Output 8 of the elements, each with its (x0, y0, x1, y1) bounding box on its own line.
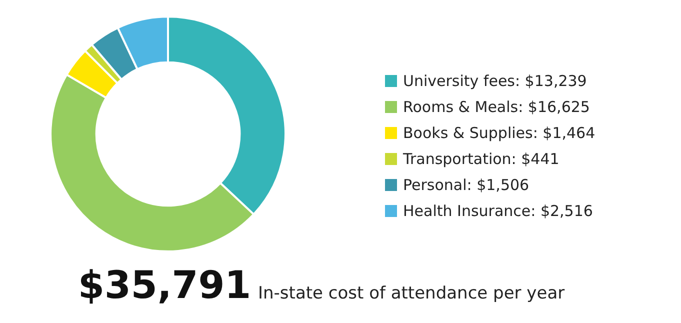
legend-label: Books & Supplies: $1,464 (403, 124, 596, 142)
text: $35,791 (78, 263, 252, 307)
legend-label: Personal: $1,506 (403, 176, 530, 194)
text: In-state cost of attendance per year (258, 284, 565, 304)
legend-label: University fees: $13,239 (403, 72, 587, 90)
legend-label: Health Insurance: $2,516 (403, 202, 593, 220)
legend-label: Transportation: $441 (402, 150, 560, 168)
legend-label: Rooms & Meals: $16,625 (403, 98, 590, 116)
